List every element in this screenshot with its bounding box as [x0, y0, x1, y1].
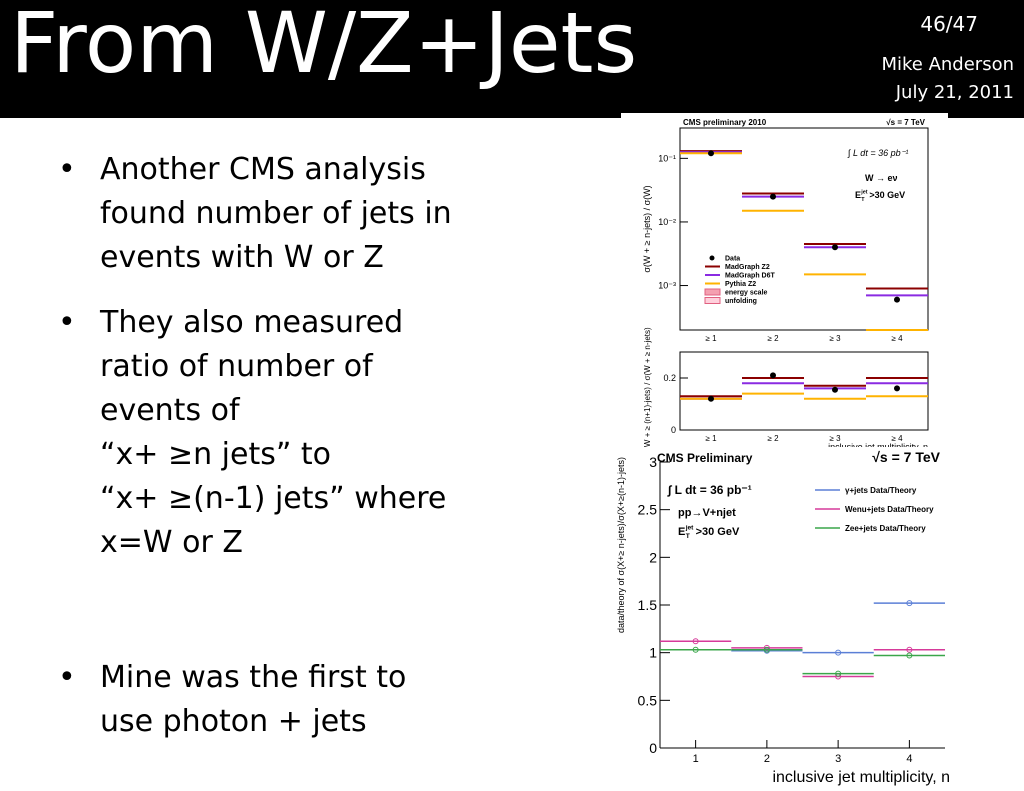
y-axis-label: σ(W + ≥ (n+1)-jets) / σ(W + ≥ n-jets): [643, 327, 652, 455]
bullet-line: found number of jets in: [100, 196, 452, 231]
cut-sub: T: [686, 533, 690, 540]
x-tick-label: ≥ 4: [891, 334, 903, 343]
legend-label: MadGraph Z2: [725, 264, 770, 271]
legend-label: MadGraph D6T: [725, 273, 776, 280]
data-point: [832, 386, 838, 393]
cut-text: >30 GeV: [696, 526, 740, 538]
bullet-line: use photon + jets: [100, 704, 367, 739]
x-tick-label: ≥ 3: [829, 334, 841, 343]
lumi: ∫ L dt = 36 pb⁻¹: [847, 148, 908, 158]
data-point: [708, 395, 714, 402]
process: pp→V+njet: [678, 507, 736, 519]
slide-title: From W/Z+Jets: [10, 0, 638, 92]
legend-label: Wenu+jets Data/Theory: [845, 505, 934, 514]
y-tick-label: 0.5: [638, 692, 658, 708]
legend-label: Pythia Z2: [725, 281, 756, 288]
plot-title: CMS preliminary 2010: [683, 118, 767, 127]
page-number: 46/47: [920, 12, 978, 36]
y-tick-label: 0: [649, 740, 657, 756]
data-point: [906, 652, 913, 659]
x-axis-label: inclusive jet multiplicity, n: [772, 769, 950, 786]
cut-sup: jet: [685, 525, 694, 532]
figure-top: [621, 113, 948, 448]
legend-label: γ+jets Data/Theory: [845, 486, 917, 495]
cut-symbol: E: [855, 190, 861, 200]
figure-bottom: [597, 447, 960, 791]
legend-label: Data: [725, 256, 740, 263]
bullet-line: Another CMS analysis: [100, 152, 426, 187]
plot-frame: [679, 351, 929, 431]
cut-sub: T: [861, 197, 865, 203]
y-tick-label: 2: [649, 549, 657, 565]
y-tick-label: 10⁻²: [658, 217, 676, 227]
y-tick-label: 3: [649, 454, 657, 470]
x-tick-label: ≥ 2: [767, 434, 779, 443]
plot-frame: [679, 127, 929, 331]
data-point: [763, 646, 770, 653]
x-tick-label: ≥ 4: [891, 434, 903, 443]
x-tick-label: 1: [693, 753, 699, 765]
x-tick-label: ≥ 2: [767, 334, 779, 343]
data-point: [894, 385, 900, 392]
data-point: [692, 646, 699, 653]
bullet-line: x=W or Z: [100, 525, 243, 560]
legend-label: Zee+jets Data/Theory: [845, 524, 926, 533]
lumi: ∫ L dt = 36 pb⁻¹: [667, 483, 752, 497]
legend-label: energy scale: [725, 290, 768, 297]
y-axis-label: data/theory of σ(X+≥ n-jets)/σ(X+≥(n-1)-…: [616, 457, 626, 633]
cut-text: >30 GeV: [869, 190, 905, 200]
bullet-dot: •: [58, 660, 76, 695]
x-tick-label: ≥ 1: [705, 434, 717, 443]
x-tick-label: ≥ 1: [705, 334, 717, 343]
y-tick-label: 0.2: [663, 373, 676, 383]
energy: √s = 7 TeV: [886, 118, 925, 127]
bullet-line: Mine was the first to: [100, 660, 407, 695]
cut-symbol: E: [678, 526, 685, 538]
cut-sup: jet: [860, 190, 867, 196]
y-tick-label: 0: [671, 425, 676, 435]
bullet-dot: •: [58, 152, 76, 187]
data-point: [770, 372, 776, 379]
legend-label: unfolding: [725, 298, 757, 305]
legend-marker: [709, 255, 715, 261]
data-point: [835, 670, 842, 677]
bullet-dot: •: [58, 305, 76, 340]
data-point: [692, 638, 699, 645]
bullet-line: “x+ ≥(n-1) jets” where: [100, 481, 447, 516]
bullet-line: “x+ ≥n jets” to: [100, 437, 332, 472]
data-point: [906, 600, 913, 607]
bullet-line: events of: [100, 393, 240, 428]
data-point: [906, 646, 913, 653]
data-point: [770, 193, 776, 200]
bullet-line: They also measured: [100, 305, 404, 340]
x-tick-label: 2: [764, 753, 770, 765]
data-point: [832, 244, 838, 251]
author: Mike Anderson: [881, 54, 1014, 75]
y-tick-label: 1: [649, 645, 657, 661]
header-bar: [0, 0, 1024, 118]
x-tick-label: 3: [835, 753, 841, 765]
process: W → eν: [865, 173, 898, 183]
y-tick-label: 10⁻¹: [658, 153, 676, 163]
legend-band: [704, 288, 721, 296]
plot-title: CMS Preliminary: [657, 451, 753, 465]
x-tick-label: 4: [906, 753, 912, 765]
legend-band: [704, 297, 721, 304]
data-point: [708, 150, 714, 157]
data-point: [894, 296, 900, 303]
date: July 21, 2011: [895, 82, 1014, 103]
bullet-line: ratio of number of: [100, 349, 373, 384]
y-axis-label: σ(W + ≥ n-jets) / σ(W): [642, 185, 652, 272]
energy: √s = 7 TeV: [872, 449, 940, 465]
y-tick-label: 10⁻³: [658, 281, 676, 291]
y-tick-label: 1.5: [638, 597, 658, 613]
y-tick-label: 2.5: [638, 502, 658, 518]
bullet-line: events with W or Z: [100, 240, 384, 275]
x-tick-label: ≥ 3: [829, 434, 841, 443]
data-point: [835, 649, 842, 656]
